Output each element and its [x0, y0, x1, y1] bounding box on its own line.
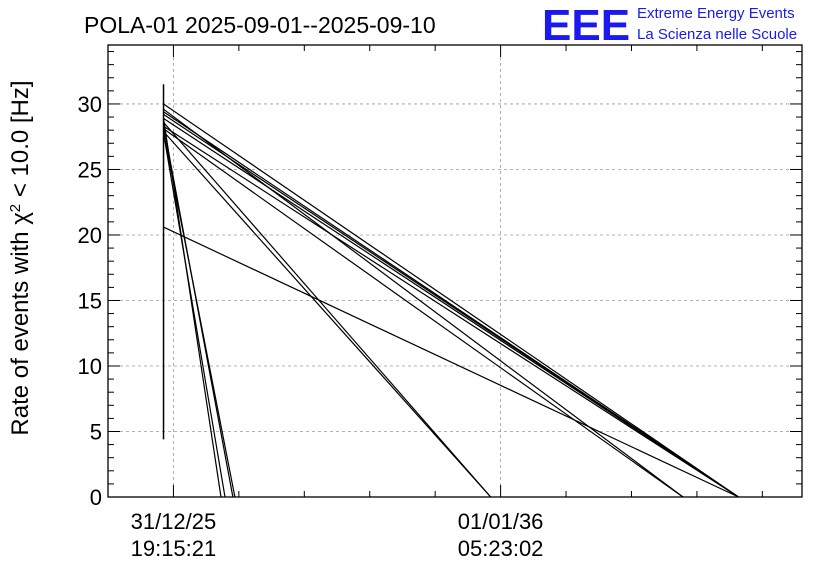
rate-series-line — [163, 226, 739, 498]
y-tick-label: 0 — [90, 485, 102, 510]
x-tick-label-date: 01/01/36 — [458, 509, 544, 534]
axis-ticks — [107, 45, 802, 498]
logo-mark: EEE — [542, 1, 630, 50]
grid — [108, 45, 802, 497]
x-tick-label-time: 05:23:02 — [458, 536, 544, 561]
logo-line1: Extreme Energy Events — [637, 5, 795, 22]
rate-series-line — [163, 128, 684, 498]
y-axis-label-superscript: 2 — [7, 204, 24, 212]
y-tick-label: 5 — [90, 419, 102, 444]
eee-logo: EEE Extreme Energy Events La Scienza nel… — [542, 1, 797, 50]
y-axis-label-main: Rate of events with χ — [7, 212, 34, 436]
y-tick-label: 30 — [78, 92, 102, 117]
rate-series-line — [163, 125, 739, 498]
rate-series-line — [163, 103, 739, 498]
x-tick-label-time: 19:15:21 — [131, 536, 217, 561]
y-axis-label: Rate of events with χ2 < 10.0 [Hz] — [7, 80, 35, 435]
plot-frame — [107, 44, 803, 498]
y-tick-label: 20 — [78, 223, 102, 248]
x-tick-label-date: 31/12/25 — [131, 509, 217, 534]
rate-series-line — [163, 108, 684, 498]
y-tick-label: 15 — [78, 288, 102, 313]
rate-series-line — [163, 117, 739, 498]
y-tick-label: 10 — [78, 354, 102, 379]
rate-series-line — [162, 131, 236, 498]
logo-line2: La Scienza nelle Scuole — [637, 26, 797, 43]
series-lines — [162, 84, 739, 498]
rate-series-line — [163, 121, 492, 498]
y-tick-label: 25 — [78, 157, 102, 182]
chart-title: POLA-01 2025-09-01--2025-09-10 — [84, 12, 436, 38]
rate-series-line — [162, 132, 226, 498]
y-axis-label-tail: < 10.0 [Hz] — [7, 80, 34, 203]
rate-series-line — [163, 131, 492, 498]
